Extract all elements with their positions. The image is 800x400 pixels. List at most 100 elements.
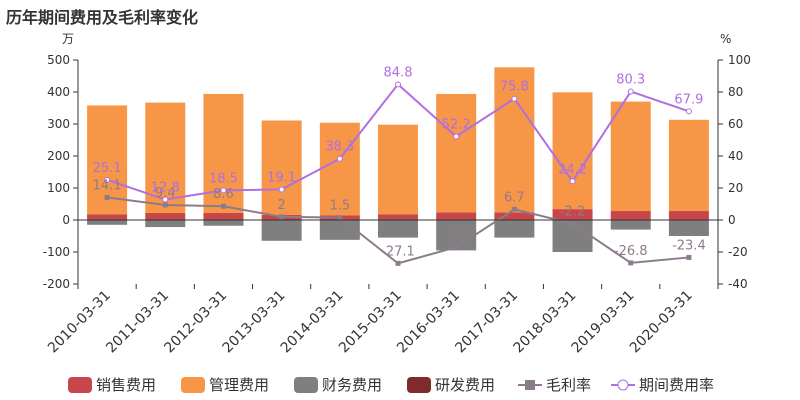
series-point-2 — [220, 187, 227, 194]
bar-segment-3 — [610, 220, 651, 230]
legend-marker — [525, 380, 535, 390]
legend-label: 销售费用 — [96, 376, 156, 394]
right-tick-label: 80 — [728, 85, 743, 99]
data-label-1: -27.1 — [381, 244, 415, 259]
data-label-2: 25.1 — [93, 161, 122, 176]
line-layer — [104, 81, 692, 266]
data-label-2: 52.2 — [442, 117, 471, 132]
right-tick-label: -40 — [728, 277, 748, 291]
left-unit-label: 万 — [62, 32, 74, 46]
bar-segment-1 — [436, 212, 477, 220]
bar-segment-1 — [494, 212, 535, 220]
left-tick-label: 100 — [47, 181, 70, 195]
left-tick-label: 0 — [62, 213, 70, 227]
data-label-2: 80.3 — [616, 73, 645, 88]
right-tick-label: 60 — [728, 117, 743, 131]
bar-segment-3 — [145, 220, 186, 228]
series-point-2 — [162, 196, 169, 203]
right-tick-label: 0 — [728, 213, 736, 227]
data-label-1: -23.4 — [672, 238, 706, 253]
data-label-2: 84.8 — [384, 65, 413, 80]
bar-segment-2 — [261, 120, 302, 215]
series-point-2 — [685, 108, 692, 115]
bar-segment-3 — [261, 220, 302, 241]
bar-segment-1 — [552, 209, 593, 220]
label-layer: 14.1 9.4 8.6 2 1.5 -27.1 -17 6.7 -2.2 -26.8 -23.4 2… — [93, 65, 706, 259]
left-tick-label: 300 — [47, 117, 70, 131]
data-label-1: 9.4 — [155, 186, 176, 201]
bar-layer — [87, 67, 709, 252]
bar-segment-1 — [203, 212, 244, 220]
chart-title: 历年期间费用及毛利率变化 — [6, 8, 199, 27]
right-unit-label: % — [720, 32, 731, 46]
bar-segment-1 — [145, 212, 186, 220]
left-tick-label: 500 — [47, 53, 70, 67]
data-label-2: 67.9 — [674, 92, 703, 107]
data-label-1: 1.5 — [329, 199, 350, 214]
bar-segment-1 — [378, 214, 418, 220]
bar-segment-1 — [668, 211, 709, 220]
data-label-1: 14.1 — [93, 178, 122, 193]
data-label-2: 12.8 — [151, 181, 180, 196]
left-tick-label: 400 — [47, 85, 70, 99]
series-point-1 — [628, 260, 634, 266]
series-point-1 — [220, 203, 226, 209]
bar-segment-3 — [378, 220, 418, 238]
series-point-2 — [569, 178, 576, 185]
legend-label: 研发费用 — [435, 376, 495, 394]
data-label-1: -2.2 — [560, 205, 585, 220]
bar-segment-2 — [436, 93, 477, 213]
data-label-2: 75.8 — [500, 80, 529, 95]
bar-segment-3 — [494, 220, 535, 238]
data-label-1: 6.7 — [504, 190, 525, 205]
left-tick-label: 200 — [47, 149, 70, 163]
legend-swatch — [294, 377, 318, 393]
series-point-2 — [627, 88, 634, 95]
series-point-1 — [686, 254, 692, 260]
data-label-2: 19.1 — [267, 170, 296, 185]
series-point-1 — [104, 194, 110, 200]
right-tick-label: 100 — [728, 53, 751, 67]
bar-segment-2 — [319, 122, 360, 216]
bar-segment-2 — [494, 67, 535, 213]
series-point-1 — [511, 206, 517, 212]
bar-segment-3 — [203, 220, 244, 226]
bar-segment-2 — [552, 92, 593, 210]
x-tick-label: 2020-03-31 — [627, 288, 696, 357]
legend-label: 财务费用 — [322, 376, 382, 394]
series-point-1 — [395, 260, 401, 266]
series-point-1 — [570, 221, 576, 227]
series-point-1 — [453, 244, 459, 250]
series-point-1 — [162, 202, 168, 208]
legend-label: 期间费用率 — [639, 376, 714, 394]
series-point-2 — [278, 186, 285, 193]
legend-label: 毛利率 — [546, 376, 591, 394]
data-label-2: 38.3 — [325, 140, 354, 155]
bar-segment-1 — [87, 214, 128, 220]
series-point-1 — [279, 214, 285, 220]
bar-segment-2 — [378, 124, 418, 215]
series-point-2 — [511, 95, 518, 102]
data-label-1: 8.6 — [213, 187, 234, 202]
right-tick-label: 40 — [728, 149, 743, 163]
left-tick-label: -200 — [43, 277, 70, 291]
series-point-2 — [453, 133, 460, 140]
bar-segment-1 — [610, 211, 651, 220]
legend-label: 管理费用 — [209, 376, 269, 394]
data-label-1: 2 — [277, 198, 285, 213]
bar-segment-3 — [319, 220, 360, 240]
data-label-2: 24.2 — [558, 162, 587, 177]
series-point-1 — [337, 215, 343, 221]
data-label-2: 18.5 — [209, 171, 238, 186]
legend-swatch — [68, 377, 92, 393]
right-tick-label: 20 — [728, 181, 743, 195]
bar-segment-2 — [610, 101, 651, 212]
data-label-1: -26.8 — [614, 244, 648, 259]
legend-marker — [617, 379, 629, 391]
bar-segment-3 — [668, 220, 709, 236]
bar-segment-2 — [668, 119, 709, 212]
legend-swatch — [407, 377, 431, 393]
series-point-2 — [336, 155, 343, 162]
left-tick-label: -100 — [43, 245, 70, 259]
